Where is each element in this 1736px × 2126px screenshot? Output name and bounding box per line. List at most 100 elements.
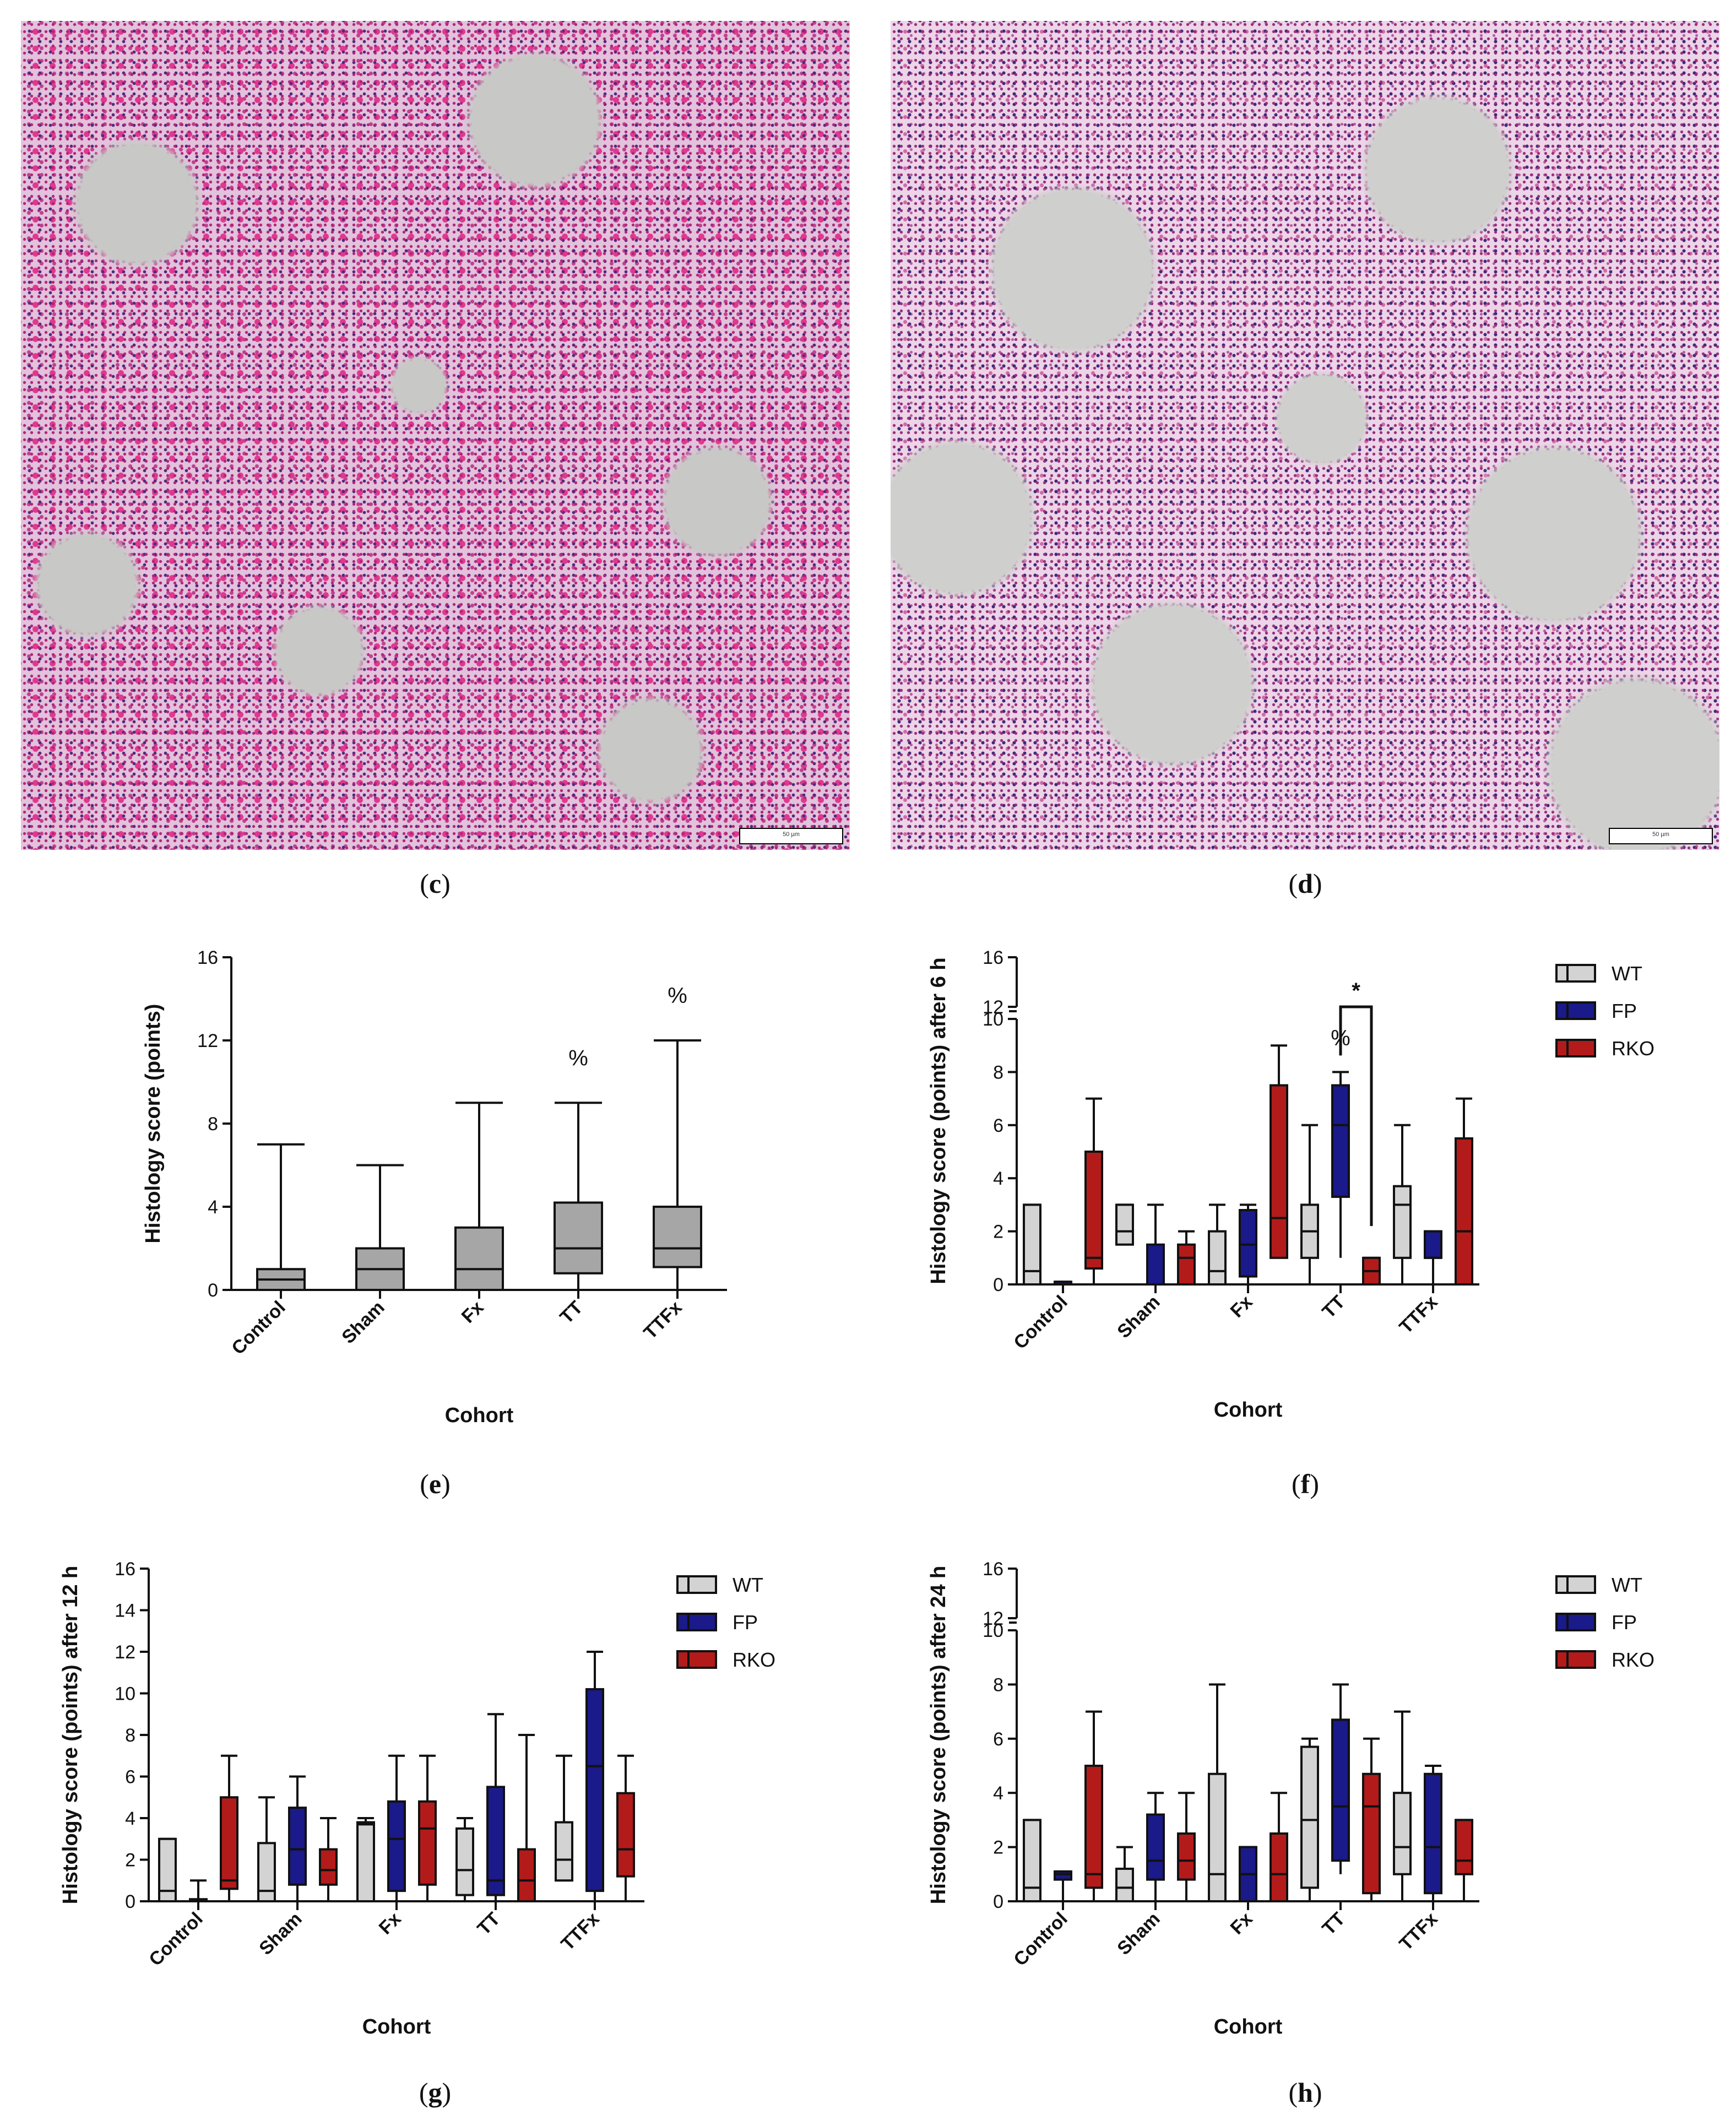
box-FP-Control [189, 1879, 208, 1902]
panel-label-h: (h) [1288, 2077, 1322, 2108]
box-body [288, 1807, 307, 1886]
x-tick-label: TTFx [557, 1908, 603, 1955]
y-tick-label: 14 [115, 1601, 135, 1621]
box-body [1146, 1243, 1165, 1286]
legend-swatch-FP [1555, 1001, 1596, 1020]
panel-label-d: (d) [1288, 868, 1322, 899]
box-body [1084, 1151, 1103, 1270]
box-RKO-TTFx [1455, 1819, 1473, 1901]
x-tick-label: Control [1010, 1292, 1071, 1353]
y-tick-label: 8 [993, 1674, 1003, 1695]
box-RKO-Sham [1177, 1230, 1196, 1286]
box-WT-TTFx [555, 1754, 573, 1882]
y-tick-label: 16 [115, 1559, 135, 1580]
scale-bar-c: 50 µm [739, 828, 843, 844]
micrograph-c: 50 µm [21, 21, 850, 850]
legend-swatch-FP [676, 1613, 717, 1631]
panel-label-e: (e) [420, 1468, 451, 1499]
box-body [1115, 1203, 1134, 1246]
y-tick-label: 2 [993, 1222, 1003, 1243]
y-tick-label: 10 [983, 1009, 1003, 1030]
box-FP-Fx [1239, 1203, 1257, 1284]
y-tick-label: 0 [993, 1891, 1003, 1912]
box-FP-Sham [1146, 1203, 1165, 1286]
box-body [1455, 1137, 1473, 1286]
box-body [616, 1792, 635, 1878]
box-body [1239, 1209, 1257, 1278]
box-body [1054, 1870, 1072, 1881]
x-tick-label: TTFx [639, 1297, 686, 1343]
box-RKO-Control [1084, 1710, 1103, 1901]
x-tick-label: Sham [338, 1297, 388, 1348]
box-FP-TT [1331, 1683, 1350, 1874]
box-WT-TT [455, 1817, 474, 1901]
legend-label-RKO: RKO [733, 1648, 775, 1671]
box-RKO-Fx [1270, 1044, 1288, 1259]
box-body [653, 1206, 702, 1268]
y-tick-label: 10 [983, 1620, 1003, 1641]
box-WT-Control [1023, 1819, 1041, 1902]
y-tick-label: 6 [993, 1115, 1003, 1136]
y-axis-title: Histology score (points) [142, 1004, 165, 1244]
y-tick-label: 16 [197, 947, 218, 968]
y-tick-label: 4 [125, 1808, 135, 1829]
box-RKO-Control [1084, 1097, 1103, 1284]
x-axis-title: Cohort [445, 1404, 514, 1427]
box-RKO-TTFx [1455, 1097, 1473, 1286]
y-tick-label: 0 [208, 1280, 218, 1301]
legend-label-FP: FP [1612, 1000, 1637, 1022]
y-tick-label: 8 [208, 1114, 218, 1135]
y-tick-label: 16 [983, 947, 1003, 968]
y-axis-title: Histology score (points) after 24 h [927, 1566, 950, 1904]
legend-label-FP: FP [1612, 1611, 1637, 1634]
x-tick-label: TTFx [1395, 1908, 1441, 1955]
box-body [387, 1800, 406, 1892]
box-RKO-TT [1362, 1737, 1381, 1901]
x-tick-label: Fx [375, 1908, 405, 1939]
y-tick-label: 4 [993, 1168, 1003, 1189]
y-tick-label: 10 [115, 1684, 135, 1705]
legend-swatch-FP [1555, 1613, 1596, 1631]
box-body [1084, 1765, 1103, 1889]
box-WT-TT [1300, 1124, 1319, 1284]
box-body [1177, 1243, 1196, 1286]
box-body [1270, 1832, 1288, 1902]
y-tick-label: 8 [125, 1725, 135, 1746]
y-tick-label: 12 [983, 1608, 1003, 1629]
box-body [1455, 1819, 1473, 1875]
box-WT-TT [1300, 1737, 1319, 1901]
x-tick-label: TT [1318, 1292, 1349, 1322]
y-tick-label: 12 [115, 1642, 135, 1663]
box-body [257, 1842, 276, 1902]
x-tick-label: Fx [458, 1297, 488, 1327]
box-FP-TT [1331, 1071, 1350, 1258]
box-FP-Sham [288, 1775, 307, 1901]
box-FP-Control [1054, 1870, 1072, 1901]
box-WT-Sham [257, 1796, 276, 1902]
box-body [418, 1800, 437, 1886]
box-WT-Control [158, 1837, 177, 1902]
box-body [454, 1226, 504, 1291]
box-body [1424, 1230, 1442, 1259]
y-tick-label: 12 [197, 1031, 218, 1051]
box-RKO-TT [517, 1734, 536, 1902]
box-FP-Fx [387, 1754, 406, 1901]
box-body [1023, 1203, 1041, 1286]
box-body [486, 1786, 505, 1896]
annotation-percent: % [668, 984, 687, 1008]
box-body [1023, 1819, 1041, 1902]
box-RKO-Control [220, 1754, 238, 1901]
box-RKO-Fx [418, 1754, 437, 1901]
box-body [555, 1821, 573, 1882]
x-tick-label: Control [227, 1297, 289, 1359]
box-body [1393, 1792, 1412, 1875]
x-tick-label: Sham [1113, 1292, 1164, 1342]
box-RKO-TTFx [616, 1754, 635, 1901]
box-all-Control [256, 1143, 306, 1291]
box-body [585, 1688, 604, 1892]
box-body [1208, 1230, 1227, 1286]
box-FP-Fx [1239, 1846, 1257, 1902]
significance-bracket [1339, 1005, 1373, 1226]
y-tick-label: 16 [983, 1559, 1003, 1580]
